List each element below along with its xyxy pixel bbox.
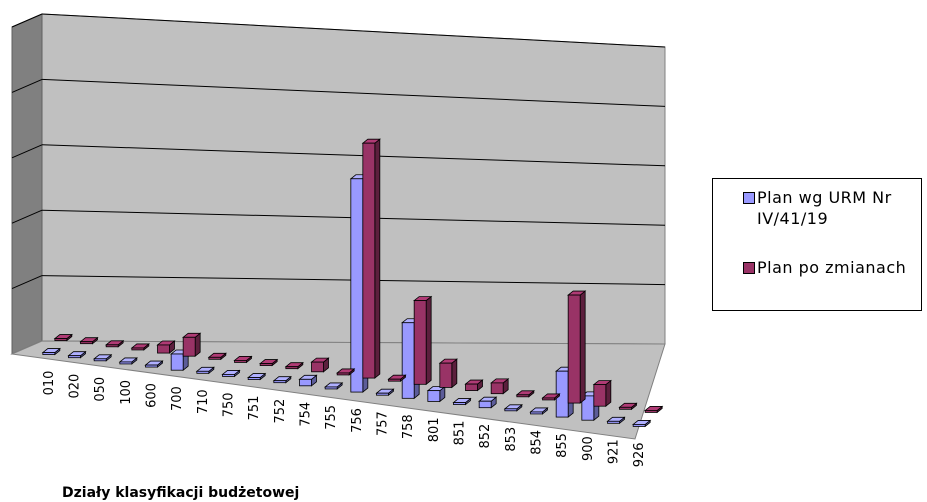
- bar-2-852: [490, 378, 510, 395]
- chart-bars: [41, 138, 664, 428]
- legend: Plan wg URM Nr IV/41/19 Plan po zmianach: [712, 178, 922, 311]
- bar-2-757: [387, 374, 407, 383]
- x-tick-750: 750: [222, 392, 237, 417]
- bar-1-801: [426, 385, 446, 403]
- x-tick-852: 852: [478, 424, 493, 449]
- bar-1-020: [67, 350, 87, 359]
- legend-swatch-series-2: [743, 262, 755, 274]
- bar-1-710: [195, 366, 215, 375]
- bar-1-751: [247, 372, 267, 381]
- bar-2-020: [79, 336, 99, 345]
- bar-2-700: [182, 332, 202, 358]
- x-tick-921: 921: [607, 439, 622, 464]
- bar-2-921: [618, 402, 638, 411]
- bar-2-900: [592, 379, 612, 408]
- bar-2-752: [284, 361, 304, 370]
- gridline-side: [11, 209, 43, 224]
- legend-swatch-series-1: [743, 192, 755, 204]
- gridline-side: [11, 78, 43, 93]
- x-tick-755: 755: [324, 405, 339, 430]
- bar-2-926: [644, 405, 664, 414]
- bar-2-758: [413, 295, 433, 386]
- gridline: [41, 13, 666, 48]
- bar-2-756: [361, 138, 381, 379]
- bar-1-926: [632, 419, 652, 428]
- legend-item-series-1: Plan wg URM Nr IV/41/19: [743, 187, 913, 229]
- bar-1-852: [478, 396, 498, 409]
- bar-2-100: [130, 343, 150, 351]
- bar-2-801: [438, 358, 458, 389]
- bar-2-855: [567, 290, 587, 404]
- x-tick-853: 853: [504, 427, 519, 452]
- bar-1-755: [324, 382, 344, 390]
- x-tick-020: 020: [68, 374, 83, 399]
- x-tick-757: 757: [376, 411, 391, 436]
- x-tick-900: 900: [581, 436, 596, 461]
- bar-2-755: [336, 368, 356, 376]
- bar-2-853: [515, 389, 535, 398]
- gridline-side: [11, 144, 43, 159]
- bar-2-050: [105, 339, 125, 348]
- bar-2-600: [156, 340, 176, 354]
- x-tick-600: 600: [145, 383, 160, 408]
- bar-1-851: [452, 397, 472, 406]
- x-tick-851: 851: [453, 421, 468, 446]
- x-tick-100: 100: [119, 380, 134, 405]
- gridline-side: [11, 275, 43, 290]
- bar-1-854: [529, 407, 549, 415]
- x-tick-752: 752: [273, 399, 288, 424]
- bar-1-600: [144, 360, 164, 368]
- bar-2-710: [207, 352, 227, 361]
- bar-1-750: [221, 369, 241, 378]
- bar-2-754: [310, 357, 330, 373]
- gridline-side: [11, 13, 43, 28]
- bar-2-750: [233, 355, 253, 364]
- x-tick-926: 926: [632, 442, 647, 467]
- bar-2-010: [53, 333, 73, 342]
- x-tick-700: 700: [170, 386, 185, 411]
- bar-1-100: [118, 357, 138, 365]
- x-tick-010: 010: [42, 371, 57, 396]
- bar-1-050: [93, 353, 113, 362]
- bar-1-752: [272, 375, 292, 384]
- x-tick-710: 710: [196, 389, 211, 414]
- bar-2-851: [464, 379, 484, 392]
- x-tick-758: 758: [401, 414, 416, 439]
- bar-1-010: [41, 347, 61, 356]
- bar-1-754: [298, 374, 318, 387]
- legend-label-series-1: Plan wg URM Nr IV/41/19: [757, 188, 892, 228]
- x-tick-labels: 010 020 050 100 600 700 710 750 751 752 754 755 756 7…: [42, 371, 647, 468]
- x-axis-label: Działy klasyfikacji budżetowej: [62, 485, 299, 501]
- bar-1-921: [606, 416, 626, 425]
- x-tick-754: 754: [299, 402, 314, 427]
- x-tick-801: 801: [427, 417, 442, 442]
- bar-2-854: [541, 393, 561, 401]
- gridline: [41, 144, 666, 167]
- side-wall: [11, 13, 43, 355]
- bar-1-757: [375, 388, 395, 397]
- x-tick-855: 855: [555, 433, 570, 458]
- x-tick-050: 050: [93, 377, 108, 402]
- x-tick-854: 854: [530, 430, 545, 455]
- bar-1-853: [503, 403, 523, 412]
- x-tick-756: 756: [350, 408, 365, 433]
- x-tick-751: 751: [247, 396, 262, 421]
- legend-item-series-2: Plan po zmianach: [743, 257, 913, 278]
- bar-2-751: [259, 358, 279, 367]
- legend-label-series-2: Plan po zmianach: [757, 258, 907, 277]
- gridline: [41, 78, 666, 107]
